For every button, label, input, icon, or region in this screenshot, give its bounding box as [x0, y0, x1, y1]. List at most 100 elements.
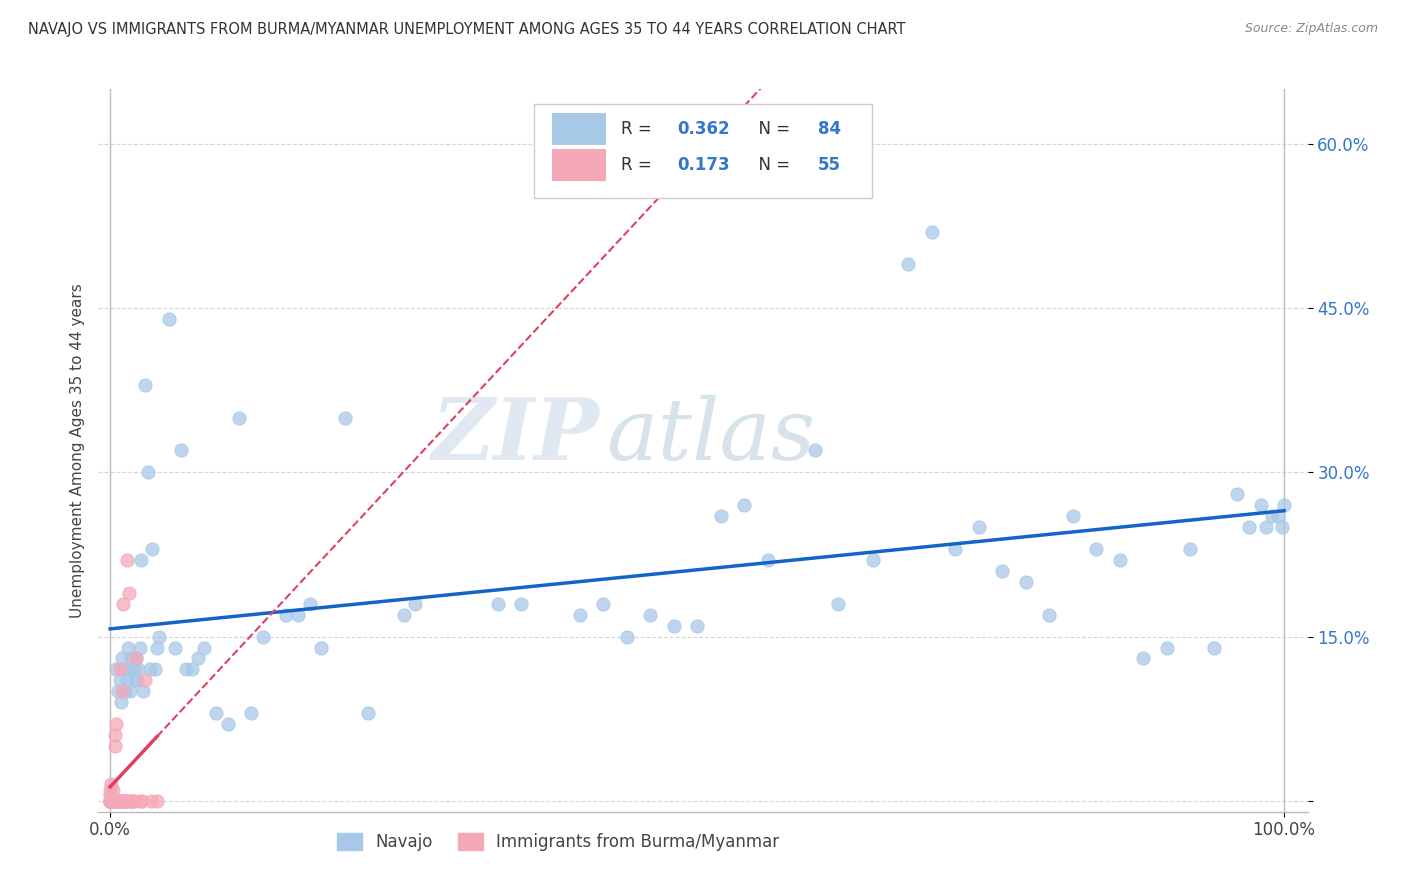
Point [486, 597, 509, 611]
Point [98, 794, 121, 808]
Point [110, 695, 132, 709]
Point [98, 794, 121, 808]
Point [1250, 498, 1272, 512]
Text: NAVAJO VS IMMIGRANTS FROM BURMA/MYANMAR UNEMPLOYMENT AMONG AGES 35 TO 44 YEARS C: NAVAJO VS IMMIGRANTS FROM BURMA/MYANMAR … [28, 22, 905, 37]
Point [115, 673, 138, 688]
Point [128, 640, 150, 655]
Point [98, 794, 121, 808]
Point [103, 794, 125, 808]
FancyBboxPatch shape [551, 149, 606, 181]
Point [298, 597, 321, 611]
Point [114, 794, 136, 808]
Point [110, 794, 132, 808]
Point [169, 443, 191, 458]
Point [1038, 607, 1060, 622]
Point [193, 640, 215, 655]
Text: 0.173: 0.173 [678, 156, 730, 174]
Point [112, 794, 135, 808]
Point [157, 312, 180, 326]
Point [111, 651, 134, 665]
Point [803, 443, 825, 458]
Point [120, 794, 142, 808]
Point [546, 115, 568, 129]
Point [98, 794, 121, 808]
Point [98, 794, 121, 808]
Point [176, 662, 198, 676]
Point [125, 651, 148, 665]
Point [134, 673, 156, 688]
Point [105, 794, 128, 808]
Point [163, 640, 186, 655]
Text: ZIP: ZIP [433, 394, 600, 478]
Point [333, 410, 356, 425]
Text: N =: N = [748, 120, 796, 138]
Point [111, 794, 134, 808]
Point [108, 673, 131, 688]
Point [276, 607, 298, 622]
Point [1271, 520, 1294, 534]
Point [105, 662, 128, 676]
Point [204, 706, 226, 721]
Text: Source: ZipAtlas.com: Source: ZipAtlas.com [1244, 22, 1378, 36]
Point [107, 794, 129, 808]
Point [141, 541, 163, 556]
Point [100, 777, 122, 791]
Text: 84: 84 [818, 120, 841, 138]
Point [125, 651, 148, 665]
Point [122, 662, 145, 676]
Point [1180, 541, 1202, 556]
Point [1015, 574, 1038, 589]
Point [1261, 509, 1284, 524]
Point [1256, 520, 1278, 534]
Point [98, 794, 121, 808]
Point [112, 794, 135, 808]
Point [98, 794, 121, 808]
Point [114, 684, 136, 698]
Point [392, 607, 415, 622]
Point [132, 684, 155, 698]
Point [127, 662, 149, 676]
Point [146, 640, 169, 655]
Point [710, 509, 733, 524]
Point [131, 794, 153, 808]
Point [100, 794, 122, 808]
Point [756, 553, 779, 567]
Y-axis label: Unemployment Among Ages 35 to 44 years: Unemployment Among Ages 35 to 44 years [69, 283, 84, 618]
Point [1237, 520, 1260, 534]
Point [111, 684, 134, 698]
Point [252, 630, 274, 644]
Point [108, 794, 131, 808]
FancyBboxPatch shape [534, 103, 872, 198]
Point [118, 662, 141, 676]
Point [141, 794, 163, 808]
Point [662, 618, 685, 632]
Point [127, 673, 149, 688]
Point [181, 662, 204, 676]
Point [146, 794, 169, 808]
Point [120, 684, 142, 698]
Point [108, 662, 131, 676]
Point [129, 553, 152, 567]
Point [357, 706, 380, 721]
Point [107, 684, 129, 698]
Point [112, 662, 135, 676]
Point [104, 728, 127, 742]
Text: 55: 55 [818, 156, 841, 174]
Point [967, 520, 990, 534]
Point [100, 794, 122, 808]
Point [104, 739, 127, 753]
Point [1272, 498, 1295, 512]
Point [105, 794, 128, 808]
Point [100, 794, 122, 808]
Point [98, 782, 121, 797]
Point [921, 225, 943, 239]
Point [1267, 509, 1289, 524]
Point [112, 597, 135, 611]
FancyBboxPatch shape [551, 112, 606, 145]
Point [134, 377, 156, 392]
Point [862, 553, 884, 567]
Point [104, 794, 127, 808]
Point [1202, 640, 1225, 655]
Point [101, 782, 124, 797]
Point [638, 607, 661, 622]
